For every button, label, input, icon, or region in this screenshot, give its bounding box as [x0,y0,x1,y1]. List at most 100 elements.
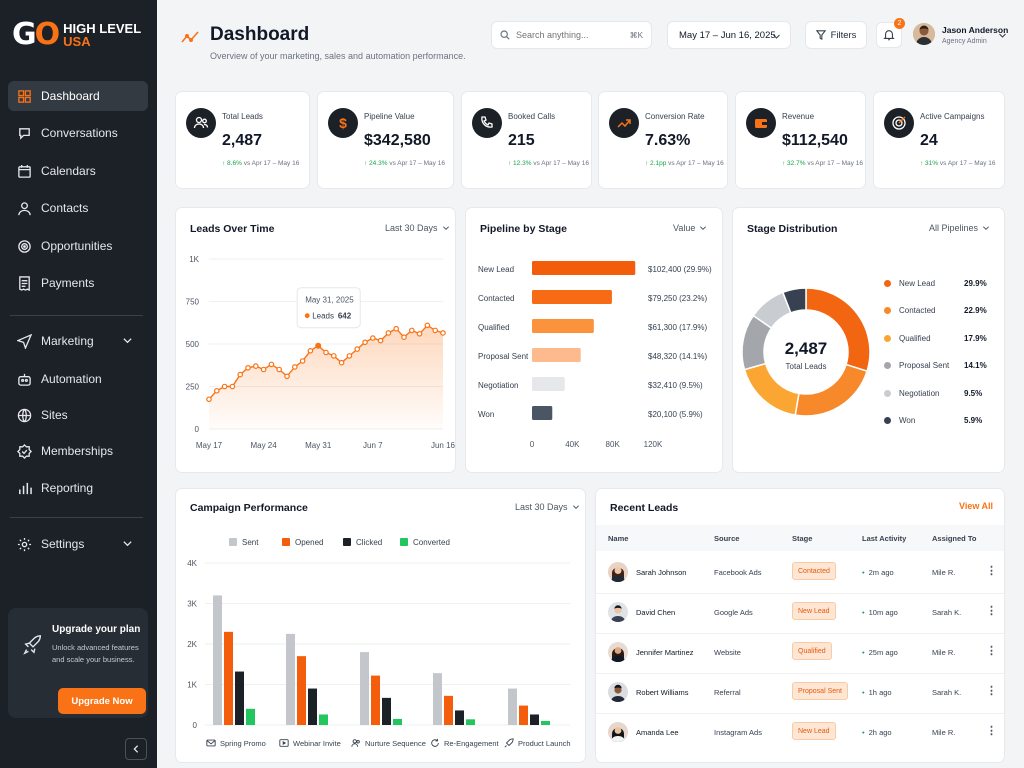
more-options-icon[interactable]: ⋮ [986,685,997,697]
data-point[interactable] [268,361,275,368]
campaign-bar[interactable] [371,675,380,725]
column-header[interactable]: Name [608,534,629,543]
campaign-bar[interactable] [508,688,517,725]
more-options-icon[interactable]: ⋮ [986,645,997,657]
sidebar-item-sites[interactable]: Sites [8,400,148,430]
sidebar-item-settings[interactable]: Settings [8,529,148,559]
sidebar-item-contacts[interactable]: Contacts [8,193,148,223]
more-options-icon[interactable]: ⋮ [986,565,997,577]
sidebar-item-payments[interactable]: Payments [8,268,148,298]
legend-label[interactable]: Converted [413,538,450,547]
campaign-bar[interactable] [360,652,369,725]
campaign-bar[interactable] [235,671,244,725]
campaign-bar[interactable] [297,656,306,725]
legend-label[interactable]: Opened [295,538,323,547]
data-point[interactable] [370,335,376,341]
campaign-bar[interactable] [530,714,539,725]
kpi-revenue[interactable]: Revenue $112,540 ↑ 32.7% vs Apr 17 – May… [735,91,866,189]
kpi-conversion-rate[interactable]: Conversion Rate 7.63% ↑ 2.1pp vs Apr 17 … [598,91,728,189]
data-point[interactable] [245,365,251,371]
legend-item[interactable]: Contacted 22.9% [884,306,987,315]
data-point[interactable] [432,327,439,334]
data-point[interactable] [354,346,361,352]
column-header[interactable]: Assigned To [932,534,977,543]
legend-item[interactable]: New Lead 29.9% [884,279,987,288]
filters-button[interactable]: Filters [805,21,867,49]
donut-slice[interactable] [794,363,869,417]
campaign-bar[interactable] [382,697,391,725]
data-point[interactable] [393,325,400,332]
upgrade-now-button[interactable]: Upgrade Now [58,688,146,714]
campaign-range-select[interactable]: Last 30 Days [515,502,580,512]
kpi-booked-calls[interactable]: Booked Calls 215 ↑ 12.3% vs Apr 17 – May… [461,91,592,189]
campaign-bar[interactable] [224,631,233,725]
data-point[interactable] [346,353,353,359]
campaign-bar[interactable] [246,708,255,725]
date-range-picker[interactable]: May 17 – Jun 16, 2025 [667,21,791,49]
data-point[interactable] [237,371,243,378]
table-row[interactable]: Amanda Lee Instagram Ads New Lead • 2h ag… [596,713,1004,753]
campaign-bar[interactable] [444,695,453,725]
donut-slice[interactable] [805,287,871,373]
pipelines-select[interactable]: All Pipelines [929,223,990,233]
data-point[interactable] [253,363,259,369]
column-header[interactable]: Source [714,534,740,543]
data-point[interactable] [338,359,345,366]
campaign-bar[interactable] [433,673,442,725]
sidebar-item-calendars[interactable]: Calendars [8,156,148,186]
data-point[interactable] [284,373,290,380]
data-point[interactable] [416,331,423,337]
data-point[interactable] [385,330,392,336]
collapse-sidebar-button[interactable] [125,738,147,760]
data-point[interactable] [221,383,228,390]
stage-bar[interactable] [532,261,636,275]
stage-bar[interactable] [532,377,565,391]
data-point[interactable] [401,334,407,341]
donut-slice[interactable] [781,287,807,314]
notifications-button[interactable]: 2 [876,18,905,48]
user-name[interactable]: Jason Anderson [942,25,1009,35]
data-point[interactable] [260,366,267,373]
campaign-bar[interactable] [213,595,222,725]
stage-bar[interactable] [532,290,612,304]
more-options-icon[interactable]: ⋮ [986,605,997,617]
kpi-active-campaigns[interactable]: Active Campaigns 24 ↑ 31% vs Apr 17 – Ma… [873,91,1005,189]
table-row[interactable]: Sarah Johnson Facebook Ads Contacted • 2m… [596,553,1004,593]
leads-range-select[interactable]: Last 30 Days [385,223,450,233]
view-all-link[interactable]: View All [959,501,994,511]
kpi-total-leads[interactable]: Total Leads 2,487 ↑ 8.6% vs Apr 17 – May… [175,91,310,189]
sidebar-item-marketing[interactable]: Marketing [8,326,148,356]
campaign-bar[interactable] [319,714,328,725]
search-box[interactable]: ⌘K [491,21,652,49]
data-point[interactable] [276,366,283,373]
data-point[interactable] [424,322,431,329]
legend-item[interactable]: Qualified 17.9% [884,334,987,343]
campaign-bar[interactable] [286,633,295,725]
data-point[interactable] [229,383,236,390]
sidebar-item-conversations[interactable]: Conversations [8,118,148,148]
campaign-bar[interactable] [541,720,550,725]
more-options-icon[interactable]: ⋮ [986,725,997,737]
data-point[interactable] [331,353,337,359]
data-point[interactable] [213,387,220,394]
column-header[interactable]: Stage [792,534,813,543]
search-input[interactable] [516,30,616,40]
campaign-bar[interactable] [455,710,464,725]
stage-bar[interactable] [532,348,581,362]
data-point[interactable] [206,396,212,403]
chevron-down-icon[interactable] [998,31,1007,40]
table-row[interactable]: Jennifer Martinez Website Qualified • 25m… [596,633,1004,673]
sidebar-item-automation[interactable]: Automation [8,364,148,394]
column-header[interactable]: Last Activity [862,534,907,543]
stage-bar[interactable] [532,319,594,333]
data-point[interactable] [362,339,368,346]
data-point[interactable] [377,337,384,344]
stage-bar[interactable] [532,406,553,420]
data-point[interactable] [440,330,446,336]
data-point[interactable] [307,348,314,354]
campaign-bar[interactable] [393,718,402,725]
legend-label[interactable]: Sent [242,538,259,547]
campaign-bar[interactable] [308,688,317,725]
sidebar-item-reporting[interactable]: Reporting [8,473,148,503]
highlighted-point[interactable] [315,342,322,349]
